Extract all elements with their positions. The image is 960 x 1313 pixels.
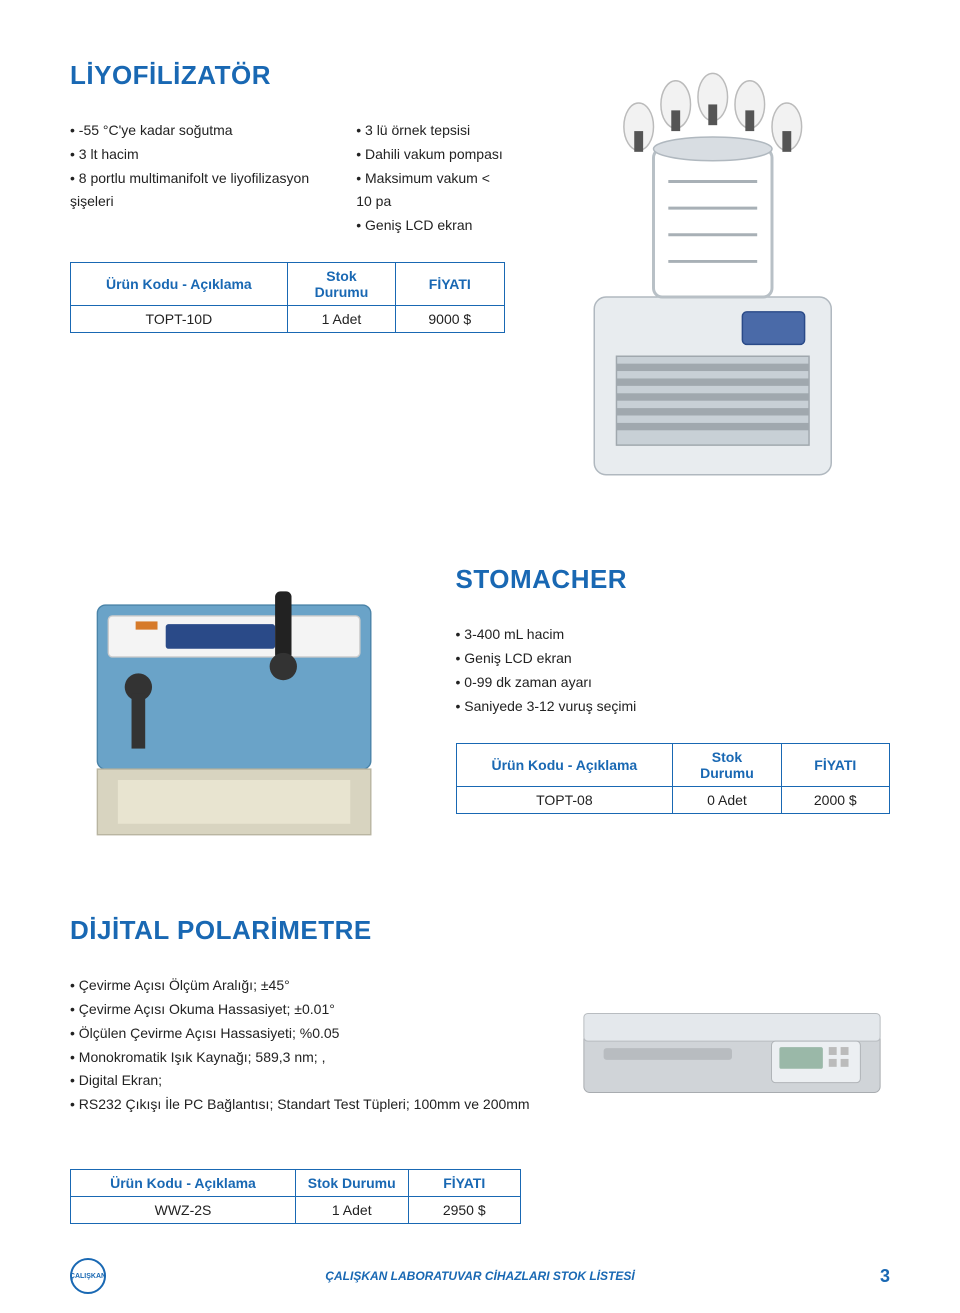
table-header: Ürün Kodu - Açıklama [456, 743, 673, 786]
polarimeter-icon [574, 974, 890, 1112]
section3-text: Çevirme Açısı Ölçüm Aralığı; ±45° Çevirm… [70, 974, 544, 1141]
section1-text: LİYOFİLİZATÖR -55 °C'ye kadar soğutma 3 … [70, 60, 505, 504]
feature-item: Ölçülen Çevirme Açısı Hassasiyeti; %0.05 [70, 1022, 544, 1046]
feature-item: Maksimum vakum < 10 pa [356, 167, 504, 215]
feature-item: 8 portlu multimanifolt ve liyofilizasyon… [70, 167, 316, 215]
section-stomacher: STOMACHER 3-400 mL hacim Geniş LCD ekran… [70, 564, 890, 865]
table-header: Stok Durumu [296, 1169, 409, 1196]
table-cell: WWZ-2S [71, 1196, 296, 1223]
footer-text: ÇALIŞKAN LABORATUVAR CİHAZLARI STOK LİST… [325, 1269, 634, 1283]
section-liyofilizator: LİYOFİLİZATÖR -55 °C'ye kadar soğutma 3 … [70, 60, 890, 504]
table-header: Ürün Kodu - Açıklama [71, 1169, 296, 1196]
table-header-row: Ürün Kodu - Açıklama Stok Durumu FİYATI [456, 743, 890, 786]
table-row: TOPT-10D 1 Adet 9000 $ [71, 305, 505, 332]
table-cell: 1 Adet [287, 305, 395, 332]
table-header: FİYATI [781, 743, 889, 786]
section1-features: -55 °C'ye kadar soğutma 3 lt hacim 8 por… [70, 119, 505, 262]
feature-item: Çevirme Açısı Ölçüm Aralığı; ±45° [70, 974, 544, 998]
table-header: Ürün Kodu - Açıklama [71, 262, 288, 305]
section2-title: STOMACHER [456, 564, 891, 595]
feature-item: 3 lt hacim [70, 143, 316, 167]
section1-title: LİYOFİLİZATÖR [70, 60, 505, 91]
section2-text: STOMACHER 3-400 mL hacim Geniş LCD ekran… [456, 564, 891, 865]
feature-item: Çevirme Açısı Okuma Hassasiyet; ±0.01° [70, 998, 544, 1022]
table-cell: 2950 $ [408, 1196, 521, 1223]
feature-item: -55 °C'ye kadar soğutma [70, 119, 316, 143]
feature-item: 3-400 mL hacim [456, 623, 891, 647]
section2-image [70, 564, 426, 865]
feature-item: Geniş LCD ekran [456, 647, 891, 671]
feature-item: Geniş LCD ekran [356, 214, 504, 238]
table-header: FİYATI [408, 1169, 521, 1196]
table-cell: 9000 $ [396, 305, 504, 332]
section3-title: DİJİTAL POLARİMETRE [70, 915, 890, 946]
section2-table: Ürün Kodu - Açıklama Stok Durumu FİYATI … [456, 743, 891, 814]
feature-item: 3 lü örnek tepsisi [356, 119, 504, 143]
table-cell: TOPT-08 [456, 786, 673, 813]
stomacher-icon [70, 564, 426, 865]
section-polarimetre: DİJİTAL POLARİMETRE Çevirme Açısı Ölçüm … [70, 915, 890, 1224]
table-header: Stok Durumu [673, 743, 781, 786]
table-header-row: Ürün Kodu - Açıklama Stok Durumu FİYATI [71, 262, 505, 305]
feature-item: Digital Ekran; [70, 1069, 544, 1093]
section2-features: 3-400 mL hacim Geniş LCD ekran 0-99 dk z… [456, 623, 891, 718]
table-header: FİYATI [396, 262, 504, 305]
feature-item: RS232 Çıkışı İle PC Bağlantısı; Standart… [70, 1093, 544, 1117]
feature-item: Saniyede 3-12 vuruş seçimi [456, 695, 891, 719]
table-cell: 0 Adet [673, 786, 781, 813]
section1-features-right: 3 lü örnek tepsisi Dahili vakum pompası … [356, 119, 504, 238]
table-cell: 2000 $ [781, 786, 889, 813]
footer-logo-icon: ÇALIŞKAN [70, 1258, 106, 1294]
table-cell: TOPT-10D [71, 305, 288, 332]
table-cell: 1 Adet [296, 1196, 409, 1223]
section3-row: Çevirme Açısı Ölçüm Aralığı; ±45° Çevirm… [70, 974, 890, 1141]
table-row: TOPT-08 0 Adet 2000 $ [456, 786, 890, 813]
page-footer: ÇALIŞKAN ÇALIŞKAN LABORATUVAR CİHAZLARI … [0, 1269, 960, 1283]
section3-table: Ürün Kodu - Açıklama Stok Durumu FİYATI … [70, 1169, 521, 1224]
section1-image [535, 60, 891, 504]
section1-features-left: -55 °C'ye kadar soğutma 3 lt hacim 8 por… [70, 119, 316, 238]
table-header: Stok Durumu [287, 262, 395, 305]
table-row: WWZ-2S 1 Adet 2950 $ [71, 1196, 521, 1223]
feature-item: 0-99 dk zaman ayarı [456, 671, 891, 695]
section3-image [574, 974, 890, 1112]
feature-item: Monokromatik Işık Kaynağı; 589,3 nm; , [70, 1046, 544, 1070]
footer-logo-text: ÇALIŞKAN [70, 1273, 106, 1280]
section3-features: Çevirme Açısı Ölçüm Aralığı; ±45° Çevirm… [70, 974, 544, 1117]
page-number: 3 [880, 1266, 890, 1287]
lyophilizer-icon [535, 60, 891, 504]
section1-table: Ürün Kodu - Açıklama Stok Durumu FİYATI … [70, 262, 505, 333]
table-header-row: Ürün Kodu - Açıklama Stok Durumu FİYATI [71, 1169, 521, 1196]
feature-item: Dahili vakum pompası [356, 143, 504, 167]
